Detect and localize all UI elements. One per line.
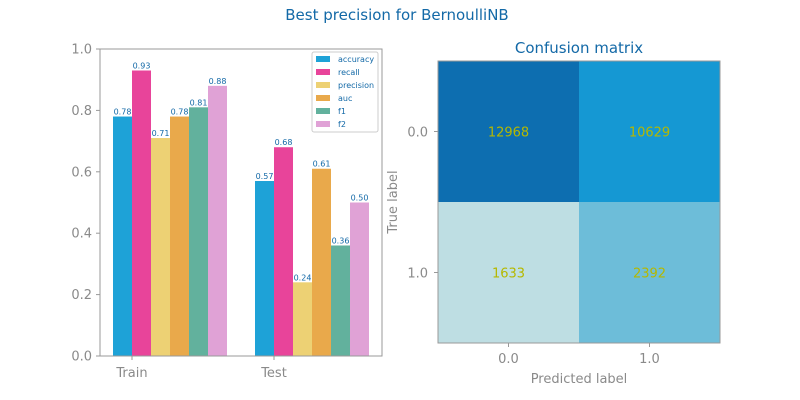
legend-swatch-accuracy <box>316 56 330 62</box>
bar-chart-xaxis: Train Test <box>115 356 287 381</box>
bar-chart-ytick-label: 0.4 <box>71 227 92 242</box>
confusion-matrix-frame <box>437 60 721 344</box>
bar-chart-ytick-label: 0.6 <box>71 165 92 180</box>
legend-swatch-f2 <box>316 121 330 127</box>
bar-value-label: 0.68 <box>275 138 293 147</box>
confusion-matrix: Confusion matrix 12968 10629 1633 2392 0.0 1… <box>386 39 721 387</box>
bar-value-label: 0.61 <box>313 160 331 169</box>
confusion-matrix-title: Confusion matrix <box>515 39 643 57</box>
bar-chart-frame <box>99 48 383 357</box>
bar-chart-xtick-label: Train <box>115 366 147 381</box>
confusion-cell-value: 1633 <box>492 267 525 282</box>
confusion-xtick-label: 1.0 <box>639 352 660 367</box>
figure-title: Best precision for BernoulliNB <box>285 6 508 24</box>
bar-accuracy-test <box>255 181 274 356</box>
bar-chart-value-labels: 0.780.930.710.780.810.880.570.680.240.61… <box>114 61 369 282</box>
bar-value-label: 0.93 <box>133 61 151 70</box>
bar-accuracy-train <box>113 116 132 356</box>
bar-f2-test <box>350 202 369 356</box>
legend-swatch-f1 <box>316 108 330 114</box>
bar-value-label: 0.81 <box>190 98 208 107</box>
bar-value-label: 0.50 <box>351 194 369 203</box>
legend-label-auc: auc <box>338 94 352 103</box>
confusion-xtick-label: 0.0 <box>498 352 519 367</box>
legend-label-precision: precision <box>338 81 374 90</box>
confusion-cell-0-0 <box>438 61 579 202</box>
bar-chart: 0.00.20.40.60.81.0 0.780.930.710.780.810… <box>71 43 383 381</box>
confusion-ytick-label: 1.0 <box>407 267 428 282</box>
bar-f1-test <box>331 245 350 356</box>
legend-label-accuracy: accuracy <box>338 55 374 64</box>
bar-recall-test <box>274 147 293 356</box>
confusion-cell-value: 2392 <box>633 267 666 282</box>
confusion-cell-1-1 <box>579 202 720 343</box>
bar-f1-train <box>189 107 208 356</box>
legend-label-recall: recall <box>338 68 360 77</box>
confusion-cell-0-1 <box>579 61 720 202</box>
bar-chart-ytick-label: 0.2 <box>71 288 92 303</box>
confusion-ytick-label: 0.0 <box>407 126 428 141</box>
bar-chart-legend: accuracy recall precision auc f1 f2 <box>311 51 379 133</box>
confusion-matrix-ticks: 0.0 1.0 0.0 1.0 <box>407 126 660 368</box>
bar-value-label: 0.71 <box>152 129 170 138</box>
bar-auc-test <box>312 168 331 356</box>
bar-recall-train <box>132 70 151 357</box>
bar-precision-train <box>151 138 170 356</box>
bar-chart-ytick-label: 1.0 <box>71 43 92 58</box>
bar-chart-xtick-label: Test <box>260 366 287 381</box>
legend-label-f1: f1 <box>338 107 346 116</box>
bar-chart-ytick-label: 0.8 <box>71 104 92 119</box>
legend-swatch-auc <box>316 95 330 101</box>
bar-value-label: 0.36 <box>332 236 350 245</box>
bar-value-label: 0.78 <box>171 108 189 117</box>
confusion-cell-value: 10629 <box>629 126 670 141</box>
bar-chart-ytick-label: 0.0 <box>71 350 92 365</box>
bar-f2-train <box>208 85 227 356</box>
bar-auc-train <box>170 116 189 356</box>
bar-chart-yaxis: 0.0 0.2 0.4 0.6 0.8 1.0 <box>71 43 100 365</box>
confusion-matrix-ylabel: True label <box>386 170 401 234</box>
confusion-matrix-cells: 12968 10629 1633 2392 <box>438 61 720 343</box>
bar-precision-test <box>293 282 312 356</box>
bar-value-label: 0.57 <box>256 172 274 181</box>
bar-value-label: 0.24 <box>294 273 312 282</box>
bar-value-label: 0.88 <box>209 77 227 86</box>
bar-chart-bars <box>113 70 369 357</box>
legend-swatch-recall <box>316 69 330 75</box>
legend-swatch-precision <box>316 82 330 88</box>
legend-label-f2: f2 <box>338 120 346 129</box>
bar-value-label: 0.78 <box>114 108 132 117</box>
confusion-cell-1-0 <box>438 202 579 343</box>
confusion-cell-value: 12968 <box>488 126 529 141</box>
confusion-matrix-xlabel: Predicted label <box>531 372 628 387</box>
